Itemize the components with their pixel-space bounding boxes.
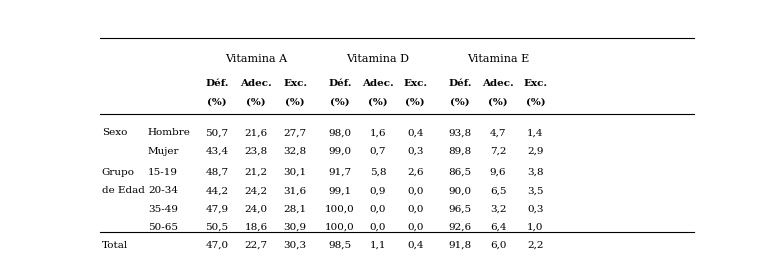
Text: 1,6: 1,6 (370, 128, 386, 138)
Text: (%): (%) (330, 97, 350, 106)
Text: 9,6: 9,6 (490, 168, 506, 177)
Text: Hombre: Hombre (148, 128, 191, 138)
Text: 6,0: 6,0 (490, 241, 506, 250)
Text: 6,5: 6,5 (490, 186, 506, 195)
Text: 18,6: 18,6 (244, 223, 267, 232)
Text: 0,0: 0,0 (407, 205, 423, 214)
Text: Total: Total (102, 241, 128, 250)
Text: Exc.: Exc. (283, 79, 307, 88)
Text: 35-49: 35-49 (148, 205, 178, 214)
Text: 91,7: 91,7 (329, 168, 352, 177)
Text: 5,8: 5,8 (370, 168, 386, 177)
Text: 2,6: 2,6 (407, 168, 423, 177)
Text: 27,7: 27,7 (284, 128, 307, 138)
Text: 15-19: 15-19 (148, 168, 178, 177)
Text: 0,0: 0,0 (407, 186, 423, 195)
Text: 24,0: 24,0 (244, 205, 267, 214)
Text: 2,2: 2,2 (527, 241, 543, 250)
Text: 91,8: 91,8 (449, 241, 472, 250)
Text: Déf.: Déf. (449, 79, 472, 88)
Text: Déf.: Déf. (205, 79, 229, 88)
Text: Mujer: Mujer (148, 147, 180, 156)
Text: (%): (%) (525, 97, 545, 106)
Text: 3,2: 3,2 (490, 205, 506, 214)
Text: 0,3: 0,3 (527, 205, 543, 214)
Text: 93,8: 93,8 (449, 128, 472, 138)
Text: 7,2: 7,2 (490, 147, 506, 156)
Text: 32,8: 32,8 (284, 147, 307, 156)
Text: 23,8: 23,8 (244, 147, 267, 156)
Text: 48,7: 48,7 (205, 168, 229, 177)
Text: 1,0: 1,0 (527, 223, 543, 232)
Text: 3,8: 3,8 (527, 168, 543, 177)
Text: 99,1: 99,1 (329, 186, 352, 195)
Text: 22,7: 22,7 (244, 241, 267, 250)
Text: Adec.: Adec. (362, 79, 394, 88)
Text: Vitamina E: Vitamina E (467, 53, 529, 64)
Text: 30,9: 30,9 (284, 223, 307, 232)
Text: 86,5: 86,5 (449, 168, 472, 177)
Text: Exc.: Exc. (403, 79, 427, 88)
Text: 89,8: 89,8 (449, 147, 472, 156)
Text: (%): (%) (285, 97, 305, 106)
Text: Sexo: Sexo (102, 128, 127, 138)
Text: 21,6: 21,6 (244, 128, 267, 138)
Text: Déf.: Déf. (329, 79, 352, 88)
Text: 28,1: 28,1 (284, 205, 307, 214)
Text: Adec.: Adec. (482, 79, 514, 88)
Text: 50,5: 50,5 (205, 223, 229, 232)
Text: 0,4: 0,4 (407, 241, 423, 250)
Text: 98,0: 98,0 (329, 128, 352, 138)
Text: de Edad: de Edad (102, 186, 145, 195)
Text: 30,1: 30,1 (284, 168, 307, 177)
Text: 47,9: 47,9 (205, 205, 229, 214)
Text: 99,0: 99,0 (329, 147, 352, 156)
Text: (%): (%) (368, 97, 388, 106)
Text: 20-34: 20-34 (148, 186, 178, 195)
Text: 0,0: 0,0 (370, 223, 386, 232)
Text: 50,7: 50,7 (205, 128, 229, 138)
Text: 24,2: 24,2 (244, 186, 267, 195)
Text: (%): (%) (405, 97, 425, 106)
Text: (%): (%) (207, 97, 227, 106)
Text: 47,0: 47,0 (205, 241, 229, 250)
Text: 1,4: 1,4 (527, 128, 543, 138)
Text: Adec.: Adec. (240, 79, 272, 88)
Text: Vitamina D: Vitamina D (346, 53, 409, 64)
Text: 100,0: 100,0 (326, 205, 355, 214)
Text: 0,9: 0,9 (370, 186, 386, 195)
Text: 21,2: 21,2 (244, 168, 267, 177)
Text: 6,4: 6,4 (490, 223, 506, 232)
Text: 43,4: 43,4 (205, 147, 229, 156)
Text: 100,0: 100,0 (326, 223, 355, 232)
Text: 0,4: 0,4 (407, 128, 423, 138)
Text: 44,2: 44,2 (205, 186, 229, 195)
Text: 92,6: 92,6 (449, 223, 472, 232)
Text: 4,7: 4,7 (490, 128, 506, 138)
Text: 31,6: 31,6 (284, 186, 307, 195)
Text: 0,0: 0,0 (370, 205, 386, 214)
Text: 2,9: 2,9 (527, 147, 543, 156)
Text: (%): (%) (488, 97, 508, 106)
Text: 0,0: 0,0 (407, 223, 423, 232)
Text: Exc.: Exc. (523, 79, 547, 88)
Text: 3,5: 3,5 (527, 186, 543, 195)
Text: 90,0: 90,0 (449, 186, 472, 195)
Text: (%): (%) (450, 97, 470, 106)
Text: 30,3: 30,3 (284, 241, 307, 250)
Text: Vitamina A: Vitamina A (225, 53, 287, 64)
Text: Grupo: Grupo (102, 168, 135, 177)
Text: 96,5: 96,5 (449, 205, 472, 214)
Text: (%): (%) (246, 97, 266, 106)
Text: 50-65: 50-65 (148, 223, 178, 232)
Text: 98,5: 98,5 (329, 241, 352, 250)
Text: 0,3: 0,3 (407, 147, 423, 156)
Text: 0,7: 0,7 (370, 147, 386, 156)
Text: 1,1: 1,1 (370, 241, 386, 250)
